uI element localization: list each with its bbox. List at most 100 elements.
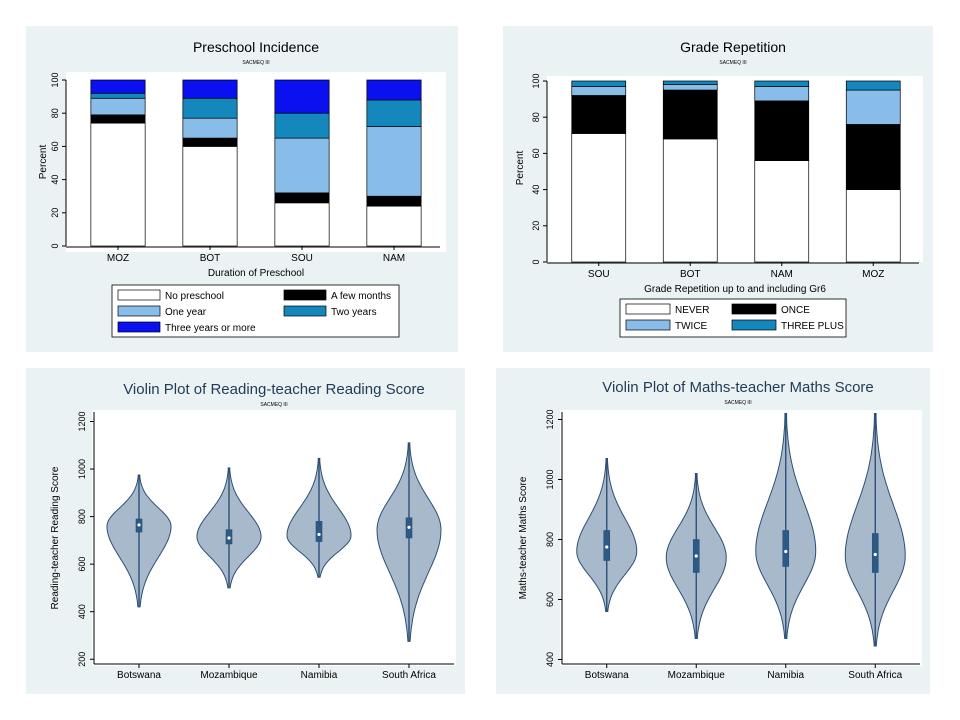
violin-median-point bbox=[873, 552, 877, 557]
bar-segment-three-years-or-more bbox=[182, 79, 238, 99]
category-label: MOZ bbox=[862, 269, 884, 280]
bar-segment-two-years bbox=[274, 112, 330, 139]
legend-swatch bbox=[117, 305, 161, 317]
y-ticks: 0 20 40 60 80 100 bbox=[50, 72, 67, 249]
bar-segment-a-few-months bbox=[90, 114, 146, 124]
bar-segment-three-plus bbox=[662, 80, 718, 85]
category-label: SOU bbox=[588, 269, 610, 280]
y-tick-label: 60 bbox=[531, 148, 541, 158]
y-tick-label: 1200 bbox=[545, 409, 555, 429]
bar-segment-once bbox=[571, 95, 627, 134]
bar-segment-two-years bbox=[182, 97, 238, 119]
bar-segment-no-preschool bbox=[90, 122, 146, 247]
category-label: Botswana bbox=[585, 670, 629, 681]
legend-swatch bbox=[731, 303, 777, 315]
y-ticks: 400 600 800 1000 1200 bbox=[545, 409, 563, 667]
legend-label: One year bbox=[165, 307, 207, 318]
grade-repetition-chart: Grade Repetition SACMEQ III Percent Grad… bbox=[515, 39, 923, 338]
bar-segment-three-plus bbox=[571, 80, 627, 87]
violin-group bbox=[106, 442, 442, 642]
y-ticks: 0 20 40 60 80 100 bbox=[531, 73, 548, 265]
reading-violin-chart: Violin Plot of Reading-teacher Reading S… bbox=[50, 381, 456, 681]
legend-label: ONCE bbox=[781, 305, 810, 316]
y-tick-label: 20 bbox=[531, 221, 541, 231]
grade-repetition-panel: Grade Repetition SACMEQ III Percent Grad… bbox=[503, 26, 933, 352]
legend: No preschool A few months One year Two year… bbox=[111, 284, 400, 338]
violin-group bbox=[576, 413, 906, 647]
chart-subtitle: SACMEQ III bbox=[260, 402, 287, 408]
x-axis-label: Duration of Preschool bbox=[208, 268, 304, 279]
violin-median-point bbox=[605, 545, 609, 549]
y-tick-label: 100 bbox=[50, 72, 60, 87]
legend-label: A few months bbox=[331, 291, 391, 302]
violin-median-point bbox=[407, 525, 411, 529]
bar-segment-no-preschool bbox=[274, 202, 330, 247]
y-tick-label: 80 bbox=[531, 112, 541, 122]
y-tick-label: 0 bbox=[531, 259, 541, 264]
legend-swatch bbox=[283, 305, 327, 317]
y-axis-label: Reading-teacher Reading Score bbox=[50, 466, 61, 609]
legend-swatch bbox=[117, 289, 161, 301]
legend-swatch bbox=[625, 303, 671, 315]
bar-segment-never bbox=[571, 133, 627, 263]
bar-segment-one-year bbox=[90, 97, 146, 116]
category-label: Namibia bbox=[301, 670, 338, 681]
bar-segment-three-years-or-more bbox=[366, 79, 422, 101]
category-labels: Botswana Mozambique Namibia South Africa bbox=[562, 663, 920, 681]
y-tick-label: 600 bbox=[545, 592, 555, 607]
chart-title: Violin Plot of Reading-teacher Reading S… bbox=[123, 381, 425, 398]
y-tick-label: 1200 bbox=[77, 411, 87, 431]
legend-label: NEVER bbox=[675, 305, 709, 316]
bar-segment-once bbox=[754, 100, 810, 161]
category-label: MOZ bbox=[107, 253, 129, 264]
y-axis-label: Percent bbox=[38, 145, 49, 180]
bar-segment-a-few-months bbox=[366, 195, 422, 207]
violin-median-point bbox=[137, 523, 141, 527]
violin-median-point bbox=[227, 536, 231, 540]
category-label: NAM bbox=[383, 253, 405, 264]
preschool-incidence-panel: Preschool Incidence SACMEQ III Percent D… bbox=[26, 26, 458, 352]
category-labels: MOZ BOT SOU NAM bbox=[66, 246, 440, 264]
y-tick-label: 1000 bbox=[545, 469, 555, 489]
legend-swatch bbox=[283, 289, 327, 301]
legend-swatch bbox=[117, 321, 161, 333]
chart-subtitle: SACMEQ III bbox=[242, 60, 269, 66]
chart-title: Preschool Incidence bbox=[193, 39, 319, 55]
legend-label: THREE PLUS bbox=[781, 321, 844, 332]
bar-segment-two-years bbox=[90, 92, 146, 99]
legend-label: TWICE bbox=[675, 321, 708, 332]
bar-segment-a-few-months bbox=[274, 192, 330, 204]
category-labels: Botswana Mozambique Namibia South Africa bbox=[94, 663, 454, 681]
bar-segment-no-preschool bbox=[366, 205, 422, 247]
y-tick-label: 100 bbox=[531, 73, 541, 88]
y-tick-label: 60 bbox=[50, 141, 60, 151]
bar-segment-three-years-or-more bbox=[274, 79, 330, 114]
bar-segment-twice bbox=[662, 84, 718, 91]
y-tick-label: 40 bbox=[531, 185, 541, 195]
bar-segment-three-plus bbox=[845, 80, 901, 91]
violin-iqr-box bbox=[315, 521, 323, 542]
legend: NEVER ONCE TWICE THREE PLUS bbox=[619, 298, 847, 338]
bar-segment-twice bbox=[754, 86, 810, 102]
category-labels: SOU BOT NAM MOZ bbox=[547, 262, 919, 280]
bar-segment-three-years-or-more bbox=[90, 79, 146, 94]
legend-swatch bbox=[625, 319, 671, 331]
y-tick-label: 80 bbox=[50, 108, 60, 118]
bar-segment-once bbox=[845, 124, 901, 190]
bar-segment-twice bbox=[845, 89, 901, 125]
bar-group bbox=[90, 79, 422, 247]
bar-segment-twice bbox=[571, 86, 627, 96]
y-ticks: 200 400 600 800 1000 1200 bbox=[77, 411, 95, 667]
chart-subtitle: SACMEQ III bbox=[719, 60, 746, 66]
violin-median-point bbox=[694, 554, 698, 558]
y-axis-label: Maths-teacher Maths Score bbox=[518, 476, 529, 599]
maths-violin-panel: Violin Plot of Maths-teacher Maths Score… bbox=[496, 368, 930, 694]
chart-subtitle: SACMEQ III bbox=[724, 400, 751, 406]
category-label: BOT bbox=[680, 269, 701, 280]
legend-label: No preschool bbox=[165, 291, 224, 302]
y-tick-label: 200 bbox=[77, 652, 87, 667]
legend-label: Two years bbox=[331, 307, 377, 318]
y-tick-label: 0 bbox=[50, 243, 60, 248]
bar-segment-one-year bbox=[182, 117, 238, 139]
violin-iqr-box bbox=[782, 530, 790, 567]
